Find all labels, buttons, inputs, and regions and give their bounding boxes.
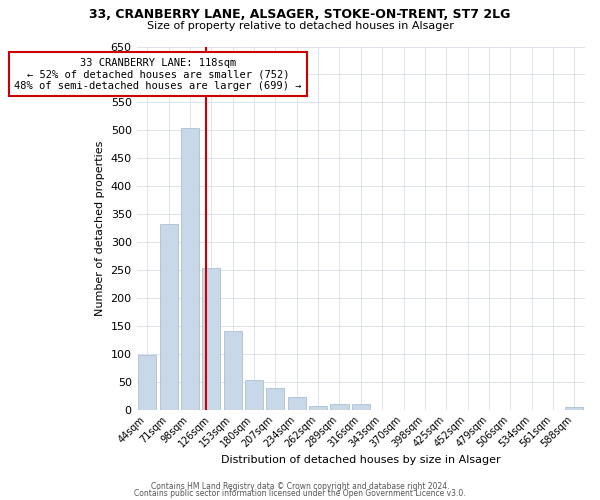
Bar bbox=[266, 388, 284, 409]
Bar bbox=[181, 128, 199, 410]
Bar bbox=[160, 224, 178, 410]
Text: 33, CRANBERRY LANE, ALSAGER, STOKE-ON-TRENT, ST7 2LG: 33, CRANBERRY LANE, ALSAGER, STOKE-ON-TR… bbox=[89, 8, 511, 20]
Bar bbox=[565, 407, 583, 410]
Bar bbox=[202, 268, 220, 410]
Y-axis label: Number of detached properties: Number of detached properties bbox=[95, 140, 105, 316]
Text: Contains public sector information licensed under the Open Government Licence v3: Contains public sector information licen… bbox=[134, 489, 466, 498]
Text: 33 CRANBERRY LANE: 118sqm
← 52% of detached houses are smaller (752)
48% of semi: 33 CRANBERRY LANE: 118sqm ← 52% of detac… bbox=[14, 58, 302, 91]
Text: Size of property relative to detached houses in Alsager: Size of property relative to detached ho… bbox=[146, 21, 454, 31]
Bar bbox=[224, 332, 242, 409]
Bar bbox=[245, 380, 263, 410]
Bar bbox=[352, 404, 370, 409]
Bar bbox=[138, 355, 157, 410]
Bar bbox=[331, 404, 349, 409]
Bar bbox=[287, 398, 306, 409]
X-axis label: Distribution of detached houses by size in Alsager: Distribution of detached houses by size … bbox=[221, 455, 500, 465]
Text: Contains HM Land Registry data © Crown copyright and database right 2024.: Contains HM Land Registry data © Crown c… bbox=[151, 482, 449, 491]
Bar bbox=[309, 406, 327, 410]
